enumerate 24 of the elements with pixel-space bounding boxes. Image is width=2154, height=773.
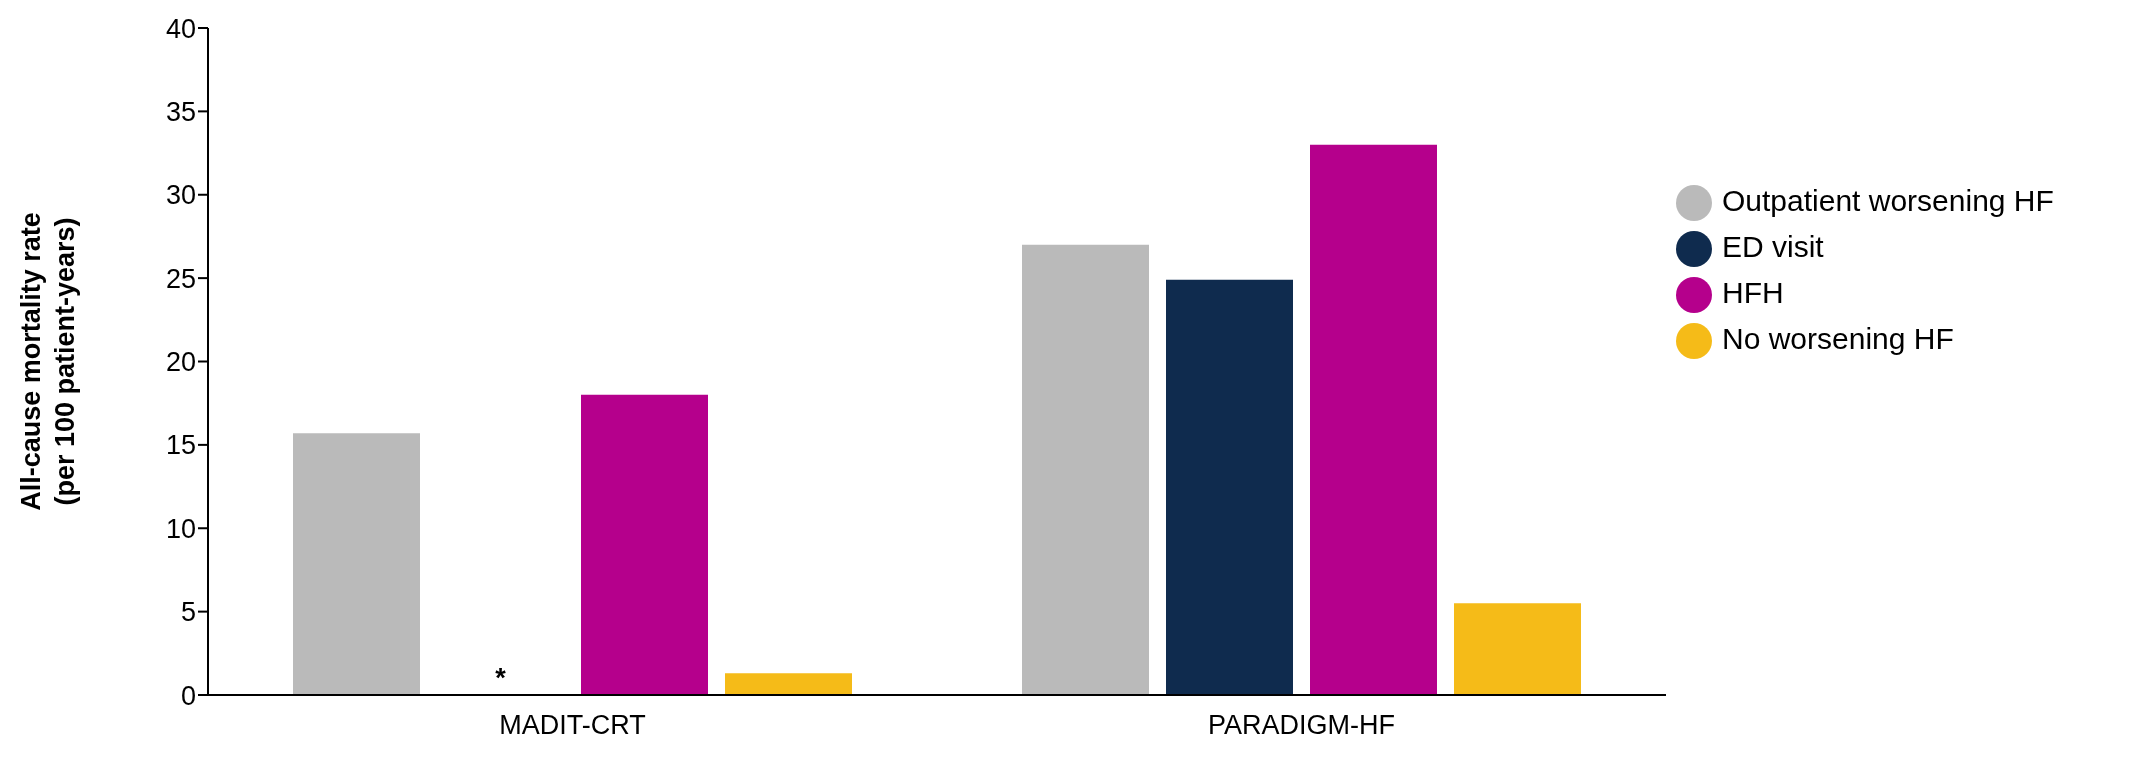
- y-tick-label: 5: [180, 597, 196, 628]
- y-tick-label: 40: [165, 13, 196, 44]
- legend-label: HFH: [1722, 276, 1784, 309]
- y-tick-label: 20: [165, 347, 196, 378]
- bar: [293, 433, 420, 695]
- bar: [1310, 144, 1437, 695]
- legend-label: ED visit: [1722, 230, 1824, 263]
- y-axis-title: All-cause mortality rate (per 100 patient-years): [16, 212, 80, 511]
- y-tick-label: 25: [165, 263, 196, 294]
- annotation: *: [495, 663, 507, 693]
- x-tick-label: MADIT-CRT: [499, 710, 646, 741]
- legend-label: Outpatient worsening HF: [1722, 184, 2054, 217]
- bar: [1454, 603, 1581, 695]
- bar: [581, 394, 708, 695]
- bar: [1022, 244, 1149, 695]
- y-tick-label: 30: [165, 180, 196, 211]
- bar: [1166, 279, 1293, 695]
- y-tick-label: 0: [180, 680, 196, 711]
- bar: [725, 673, 852, 695]
- legend-label: No worsening HF: [1722, 322, 1954, 355]
- y-tick-label: 35: [165, 96, 196, 127]
- x-tick-label: PARADIGM-HF: [1208, 710, 1395, 741]
- y-tick-label: 10: [165, 513, 196, 544]
- y-tick-label: 15: [165, 430, 196, 461]
